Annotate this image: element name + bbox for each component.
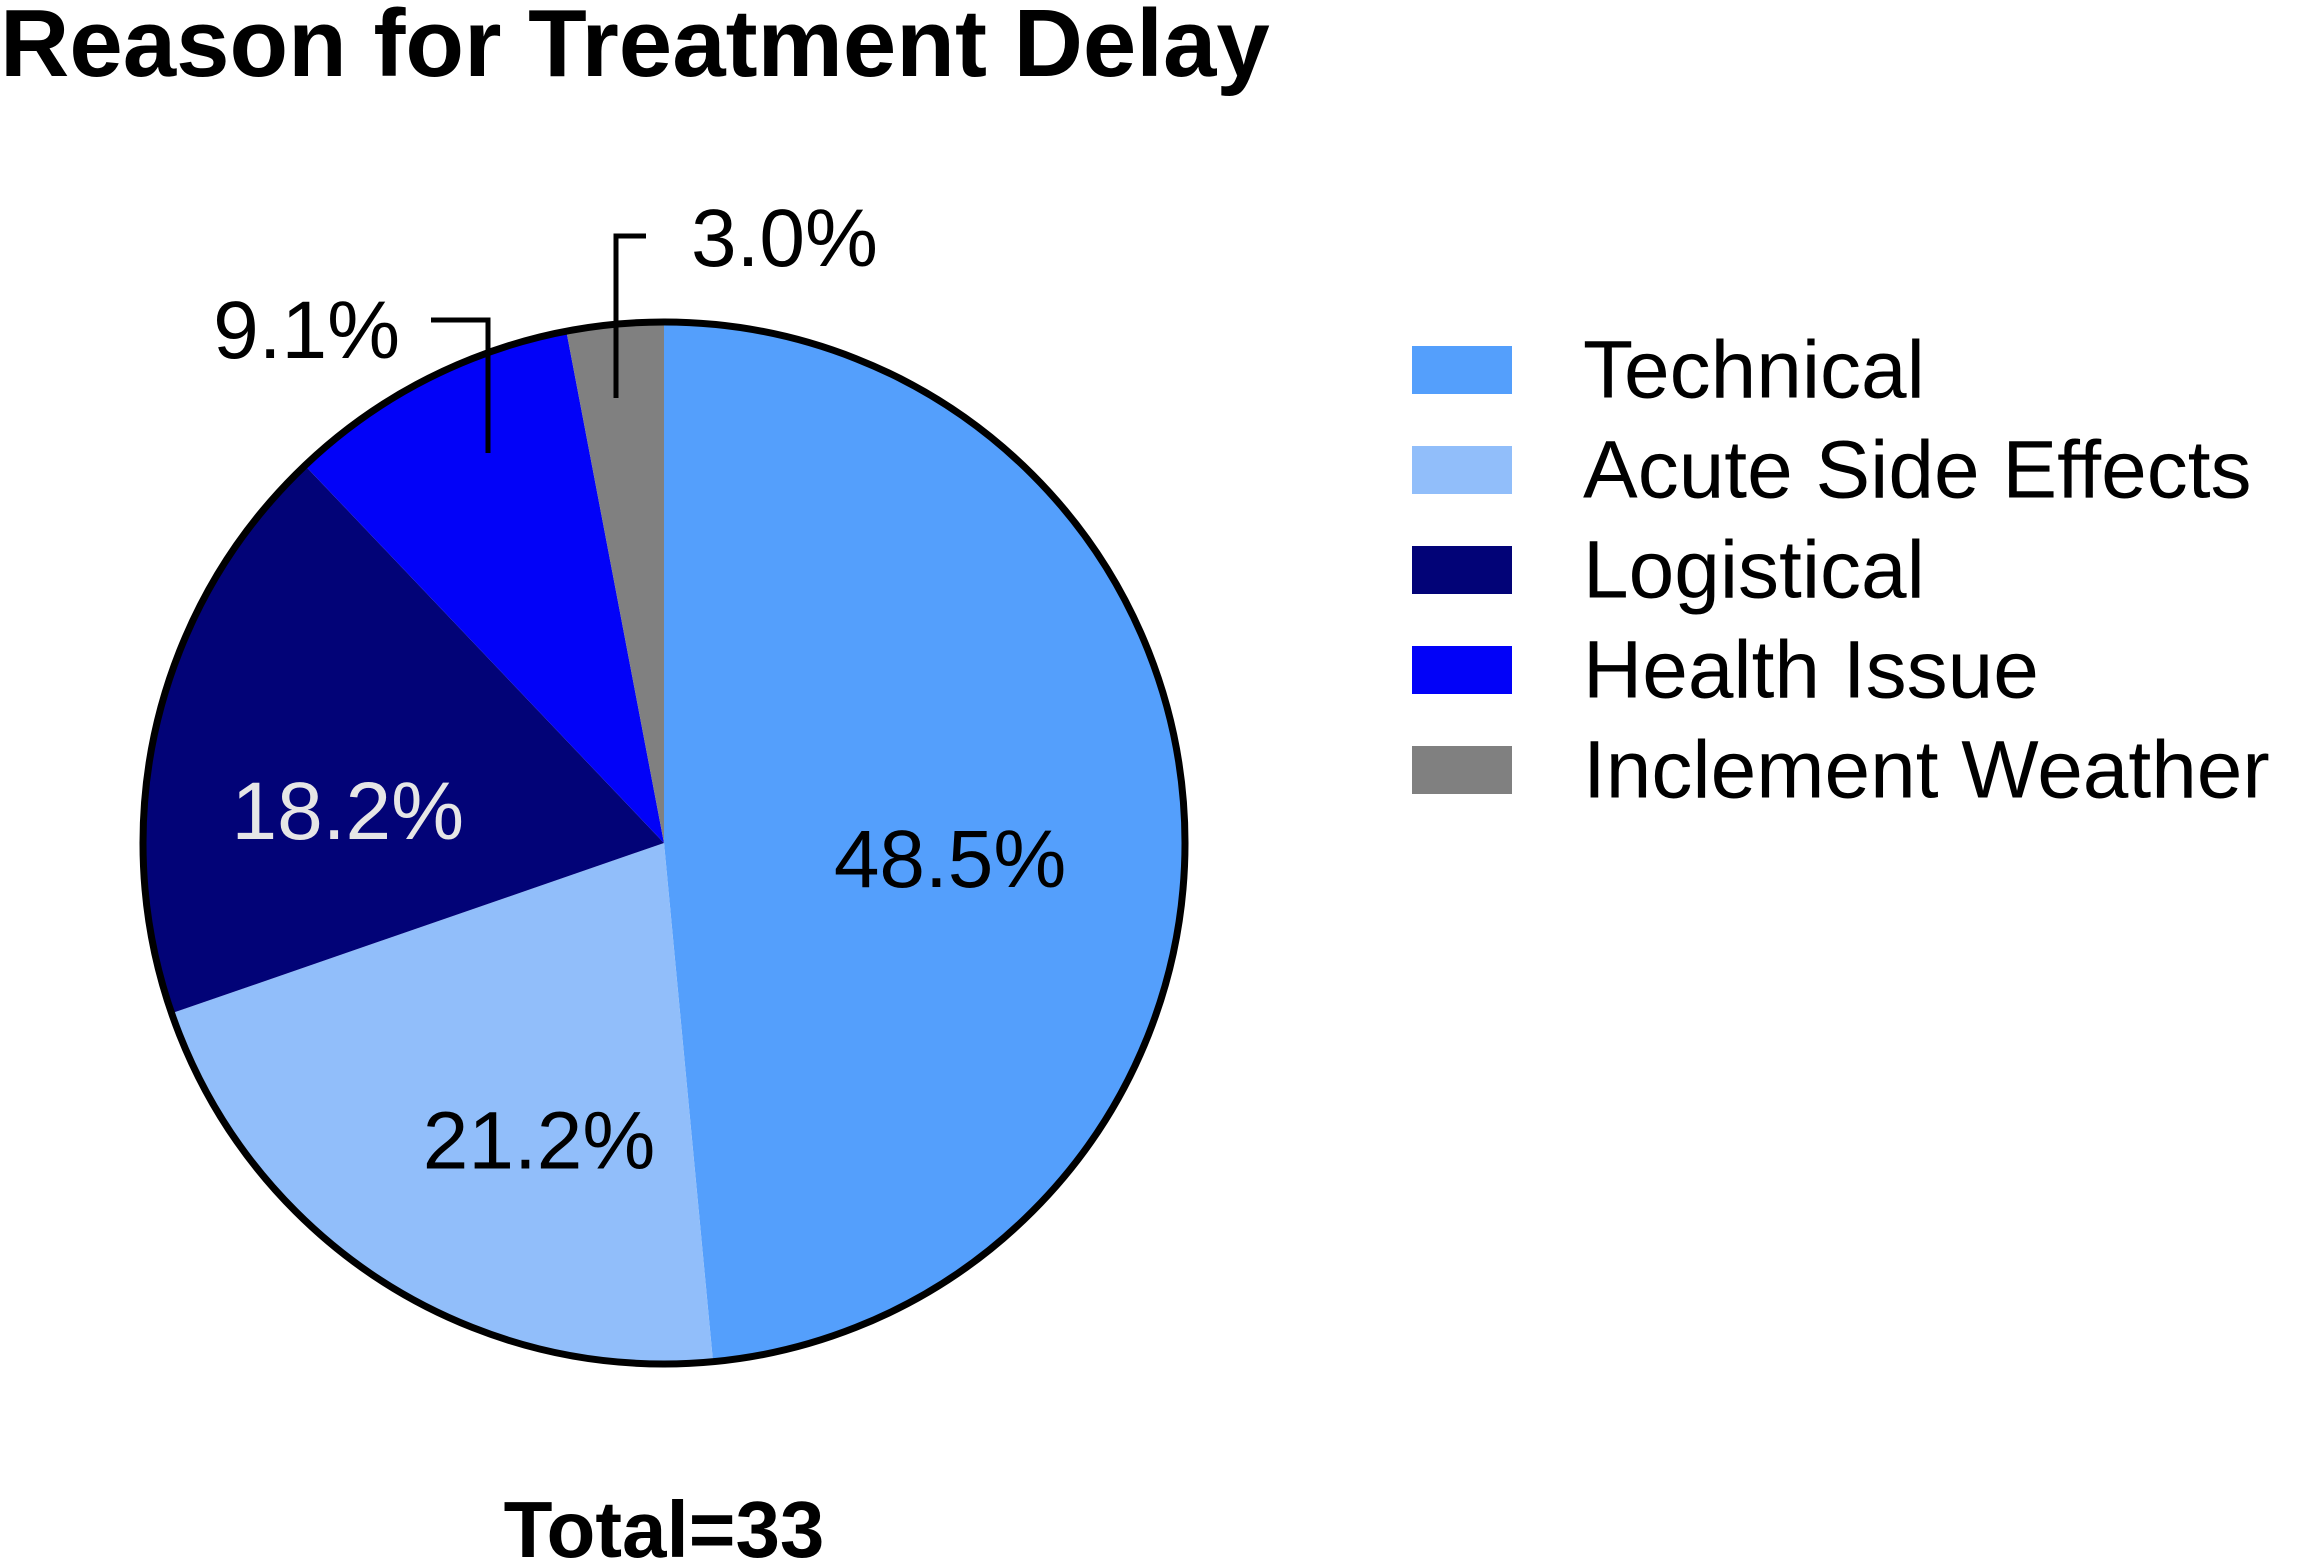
- pie-slice-logistical: [143, 465, 664, 1014]
- legend-label-inclement-weather: Inclement Weather: [1583, 725, 2270, 816]
- chart-title: Reason for Treatment Delay: [0, 0, 1270, 97]
- legend-label-technical: Technical: [1583, 325, 1925, 416]
- legend-swatch-inclement-weather: [1412, 746, 1512, 794]
- legend-swatch-technical: [1412, 346, 1512, 394]
- legend-swatch-health-issue: [1412, 646, 1512, 694]
- pie-slice-acute-side-effects: [171, 843, 714, 1364]
- legend-label-acute-side-effects: Acute Side Effects: [1583, 425, 2252, 516]
- legend-label-health-issue: Health Issue: [1583, 625, 2039, 716]
- pie-slice-inclement-weather: [566, 322, 664, 843]
- legend-label-logistical: Logistical: [1583, 525, 1925, 616]
- slice-label-technical: 48.5%: [834, 814, 1067, 905]
- leader-line-health-issue: [431, 317, 491, 453]
- leader-lines: [431, 233, 646, 453]
- pie-slice-technical: [664, 322, 1185, 1362]
- slice-label-inclement-weather: 3.0%: [691, 193, 878, 284]
- slice-label-logistical: 18.2%: [231, 766, 464, 857]
- slice-label-acute-side-effects: 21.2%: [423, 1095, 656, 1186]
- slice-labels: 48.5% 21.2% 18.2% 9.1% 3.0%: [213, 193, 1066, 1186]
- leader-line-inclement-weather: [613, 233, 646, 398]
- slice-label-health-issue: 9.1%: [213, 285, 400, 376]
- legend-swatch-acute-side-effects: [1412, 446, 1512, 494]
- pie-slice-health-issue: [304, 331, 664, 843]
- pie-outline: [139, 318, 1189, 1368]
- legend-swatch-logistical: [1412, 546, 1512, 594]
- total-label: Total=33: [504, 1485, 825, 1563]
- pie: [139, 318, 1189, 1368]
